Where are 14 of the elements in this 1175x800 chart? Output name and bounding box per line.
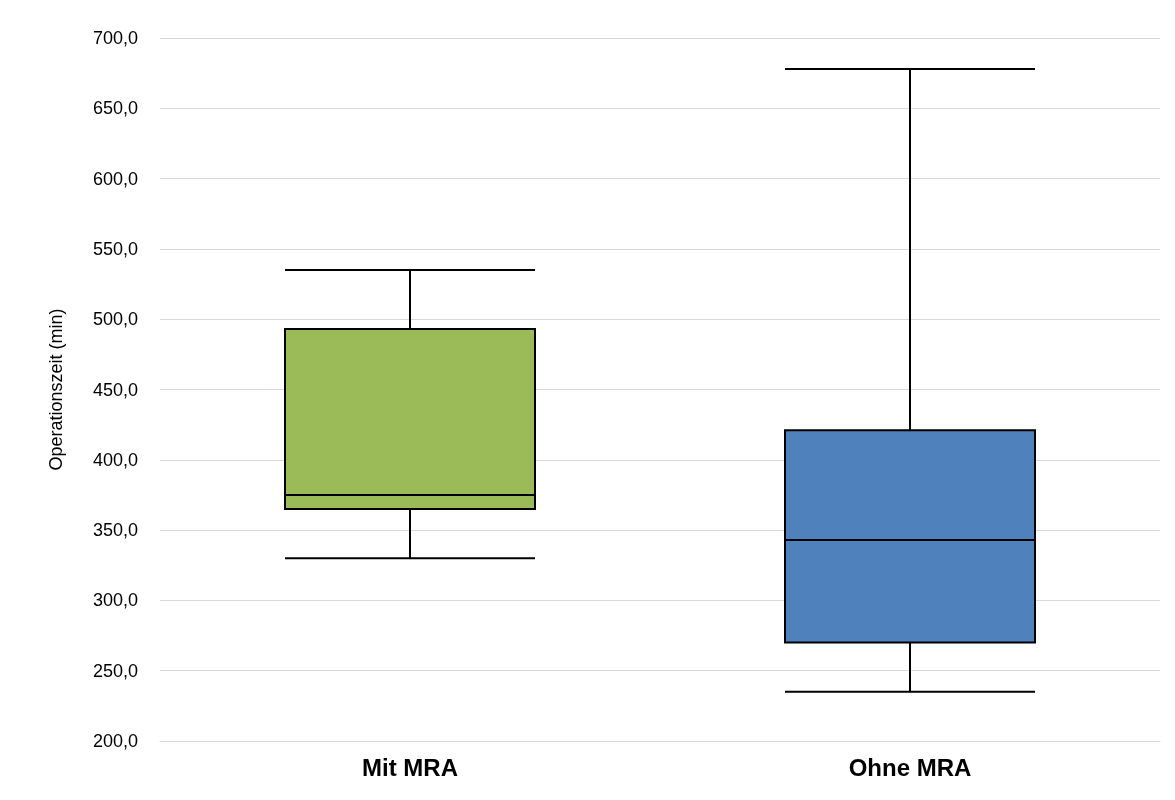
y-tick-label: 600,0: [92, 168, 138, 189]
y-tick-label: 300,0: [92, 590, 138, 611]
y-tick-label: 450,0: [92, 379, 138, 400]
x-tick-label: Ohne MRA: [848, 753, 972, 781]
y-axis-title: Operationszeit (min): [46, 308, 66, 471]
y-tick-label: 500,0: [92, 309, 138, 330]
y-tick-label: 700,0: [92, 28, 138, 48]
y-tick-label: 250,0: [92, 660, 138, 681]
y-tick-label: 550,0: [92, 238, 138, 259]
y-tick-label: 200,0: [92, 731, 138, 751]
y-tick-label: 650,0: [92, 98, 138, 119]
y-tick-label: 400,0: [92, 449, 138, 470]
x-tick-label: Mit MRA: [362, 753, 458, 781]
y-tick-label: 350,0: [92, 520, 138, 541]
